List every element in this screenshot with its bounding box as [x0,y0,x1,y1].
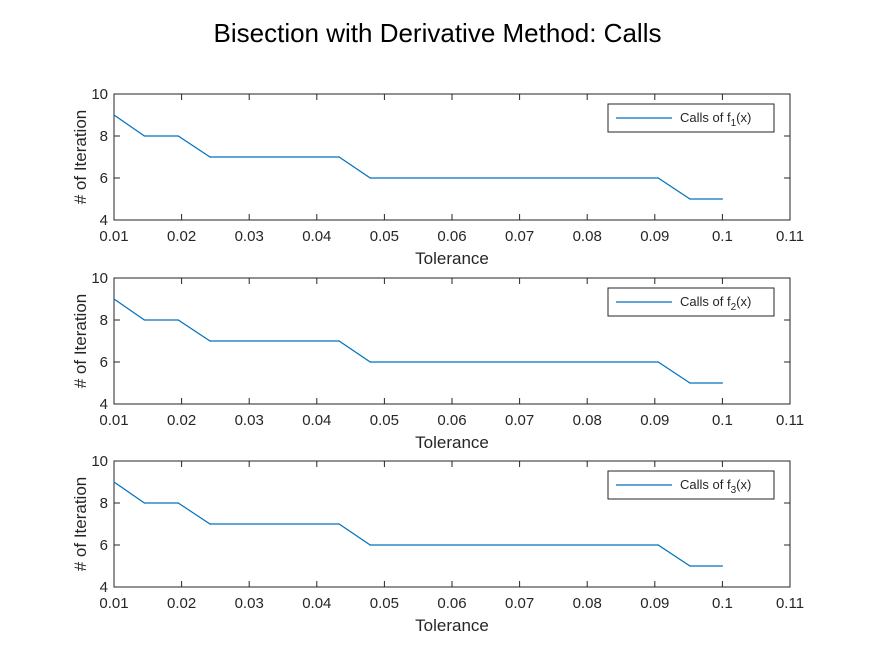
x-tick-label: 0.07 [505,412,534,429]
legend: Calls of f1(x) [607,103,775,133]
x-tick-label: 0.05 [370,412,399,429]
y-tick-label: 8 [100,312,108,329]
legend-label-suffix: (x) [736,110,751,125]
x-tick-label: 0.01 [99,228,128,245]
y-tick-label: 10 [91,453,108,470]
x-tick-label: 0.05 [370,228,399,245]
legend-label-name: Calls of f [680,477,731,492]
data-point [209,523,211,525]
x-tick-label: 0.02 [167,412,196,429]
legend-label-subscript: 1 [731,118,737,129]
data-point [369,177,371,179]
x-tick-label: 0.02 [167,595,196,612]
data-point [113,114,115,116]
data-point [113,481,115,483]
legend: Calls of f3(x) [607,470,775,500]
x-tick-label: 0.1 [712,228,733,245]
y-tick-label: 6 [100,537,108,554]
data-point [209,340,211,342]
x-tick-label: 0.09 [640,412,669,429]
x-tick-label: 0.06 [437,595,466,612]
legend-label-suffix: (x) [736,477,751,492]
x-tick-label: 0.07 [505,595,534,612]
x-tick-label: 0.01 [99,595,128,612]
y-axis-label: # of Iteration [71,110,90,205]
y-tick-label: 8 [100,128,108,145]
x-tick-label: 0.04 [302,595,331,612]
legend-label-name: Calls of f [680,294,731,309]
y-tick-label: 6 [100,354,108,371]
data-point [369,361,371,363]
data-point [113,298,115,300]
x-tick-label: 0.05 [370,595,399,612]
x-tick-label: 0.11 [776,595,804,612]
data-point [338,340,340,342]
data-point [338,523,340,525]
x-tick-label: 0.11 [776,228,804,245]
data-point [721,565,724,567]
y-tick-label: 6 [100,170,108,187]
data-point [143,502,146,504]
legend-label-subscript: 2 [731,302,737,313]
legend-label: Calls of f2(x) [680,294,751,313]
y-axis-label: # of Iteration [71,477,90,572]
data-point [721,382,724,384]
x-tick-label: 0.04 [302,412,331,429]
y-tick-label: 10 [91,270,108,287]
data-point [177,502,179,504]
data-point [209,156,211,158]
x-tick-label: 0.03 [235,412,264,429]
x-tick-label: 0.1 [712,412,733,429]
data-point [338,156,340,158]
data-point [143,319,146,321]
x-tick-label: 0.07 [505,228,534,245]
y-tick-label: 10 [91,86,108,103]
legend-label-suffix: (x) [736,294,751,309]
data-point [689,565,691,567]
x-tick-label: 0.08 [573,595,602,612]
x-tick-label: 0.04 [302,228,331,245]
legend-label: Calls of f3(x) [680,477,751,496]
x-tick-label: 0.01 [99,412,128,429]
figure-title: Bisection with Derivative Method: Calls [213,18,662,48]
data-point [689,198,691,200]
y-tick-label: 4 [100,396,108,413]
subplot-1: 0.01 0.02 0.03 0.04 0.05 0.06 0.07 0.08 0.09 0.1 0… [71,86,804,268]
y-axis-label: # of Iteration [71,294,90,389]
y-tick-label: 4 [100,579,108,596]
x-tick-label: 0.08 [573,228,602,245]
data-point [143,135,146,137]
subplot-3: 0.01 0.02 0.03 0.04 0.05 0.06 0.07 0.08 0.09 0.1 0… [71,453,804,635]
legend-label-name: Calls of f [680,110,731,125]
legend: Calls of f2(x) [607,287,775,317]
data-point [721,198,724,200]
subplot-2: 0.01 0.02 0.03 0.04 0.05 0.06 0.07 0.08 0.09 0.1 0… [71,270,804,452]
data-point [657,177,659,179]
x-tick-label: 0.11 [776,412,804,429]
data-point [657,544,659,546]
x-tick-label: 0.1 [712,595,733,612]
x-axis-label: Tolerance [415,616,489,635]
legend-label: Calls of f1(x) [680,110,751,129]
x-tick-label: 0.08 [573,412,602,429]
legend-label-subscript: 3 [731,485,737,496]
x-tick-label: 0.09 [640,228,669,245]
x-axis-label: Tolerance [415,249,489,268]
x-tick-label: 0.06 [437,412,466,429]
data-point [177,135,179,137]
data-point [177,319,179,321]
x-tick-label: 0.03 [235,228,264,245]
x-tick-label: 0.02 [167,228,196,245]
data-point [657,361,659,363]
x-tick-label: 0.03 [235,595,264,612]
data-point [369,544,371,546]
data-point [689,382,691,384]
x-axis-label: Tolerance [415,433,489,452]
x-tick-label: 0.09 [640,595,669,612]
y-tick-label: 8 [100,495,108,512]
y-tick-label: 4 [100,212,108,229]
x-tick-label: 0.06 [437,228,466,245]
